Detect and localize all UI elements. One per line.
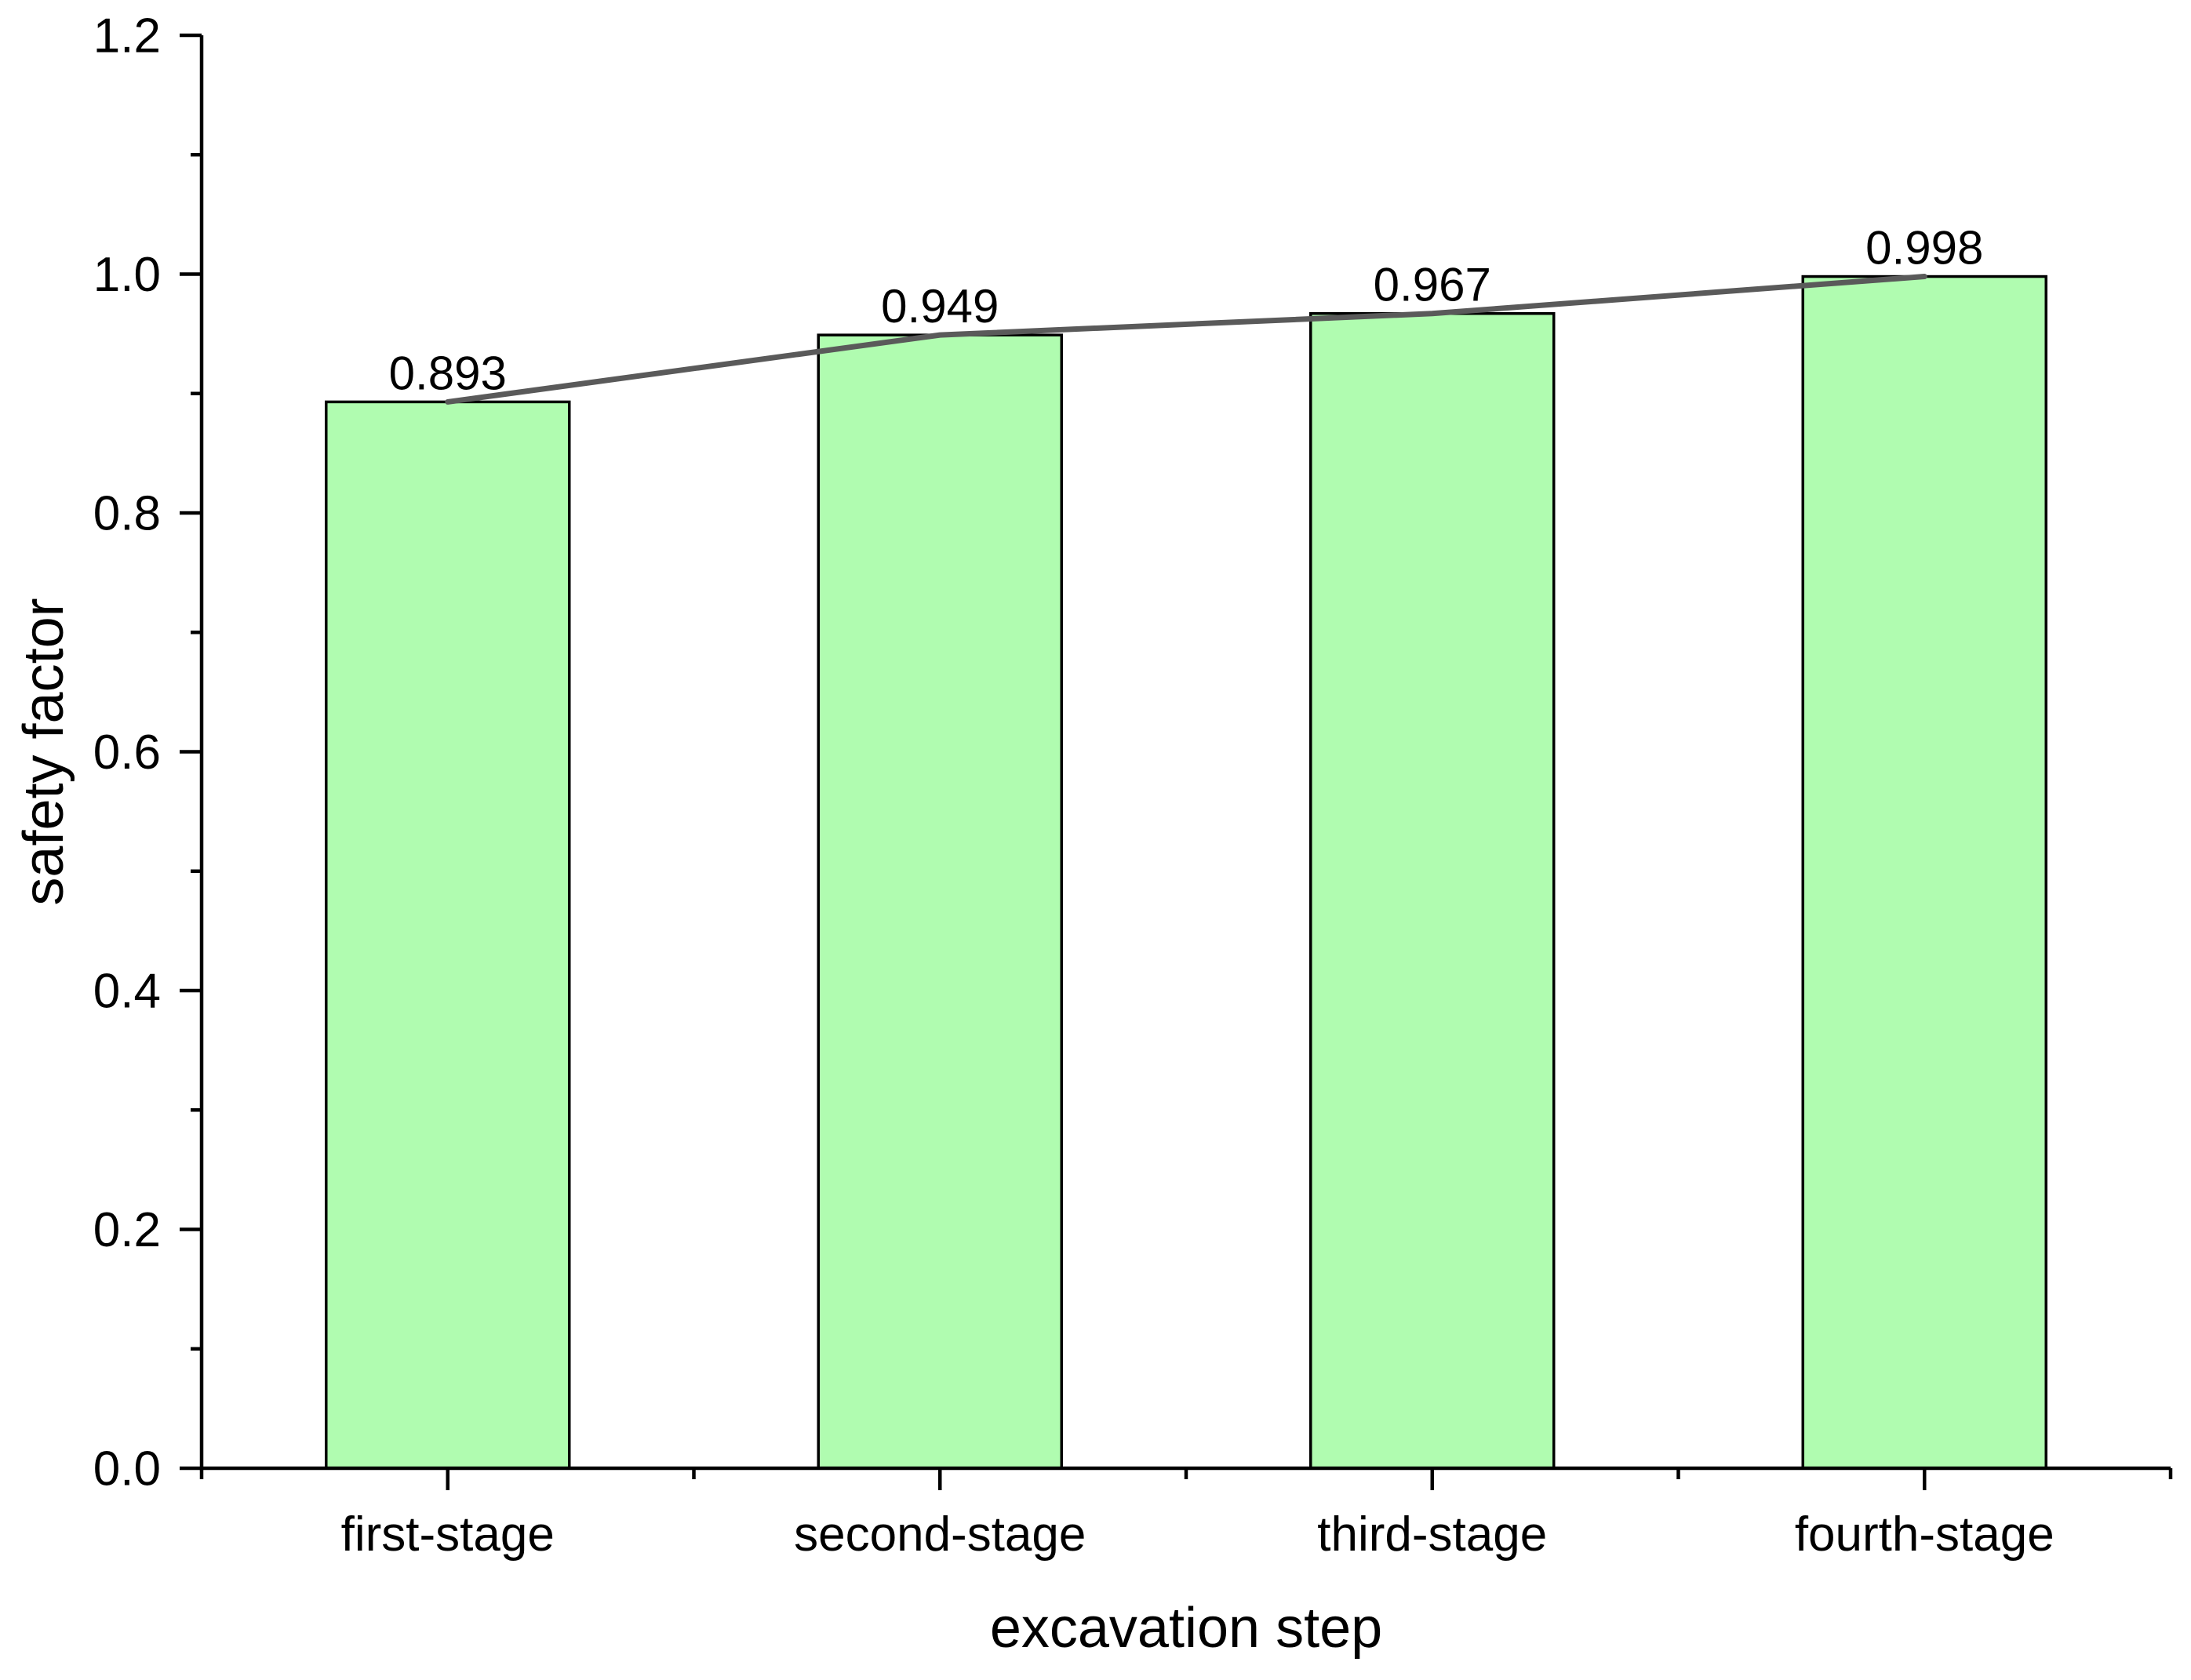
bar-value-label: 0.949 [881,280,999,333]
trend-line [445,274,1927,405]
bar-fourth-stage [1801,275,2047,1470]
bar-third-stage [1309,311,1556,1470]
x-axis-title: excavation step [990,1597,1382,1660]
y-axis-title: safety factor [13,598,75,905]
x-category-label: first-stage [341,1507,555,1562]
y-tick-label: 1.2 [93,9,161,64]
y-tick-label: 0.8 [93,487,161,541]
bar-first-stage [325,400,571,1470]
bar-value-label: 0.998 [1865,222,1983,275]
y-tick-label: 0.2 [93,1203,161,1257]
x-category-label: second-stage [794,1507,1086,1562]
y-tick-label: 0.0 [93,1442,161,1496]
y-tick-label: 1.0 [93,248,161,302]
x-category-label: third-stage [1317,1507,1547,1562]
bar-value-label: 0.967 [1374,259,1491,311]
y-tick-label: 0.6 [93,725,161,780]
x-category-label: fourth-stage [1795,1507,2055,1562]
bar-value-label: 0.893 [389,347,507,399]
bar-second-stage [817,333,1063,1470]
y-tick-label: 0.4 [93,965,161,1019]
